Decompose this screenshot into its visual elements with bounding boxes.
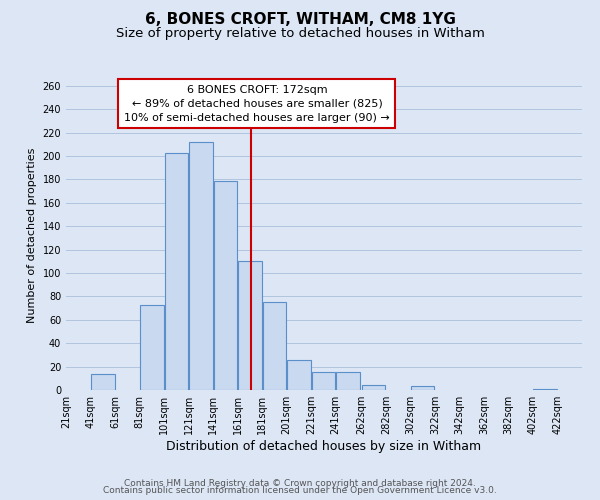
- Bar: [189, 142, 212, 390]
- Bar: [263, 302, 286, 390]
- Y-axis label: Number of detached properties: Number of detached properties: [27, 148, 37, 322]
- Bar: [311, 372, 335, 390]
- Bar: [336, 372, 359, 390]
- Bar: [411, 386, 434, 390]
- Text: Contains public sector information licensed under the Open Government Licence v3: Contains public sector information licen…: [103, 486, 497, 495]
- Bar: [164, 152, 188, 390]
- Bar: [287, 360, 311, 390]
- Text: Size of property relative to detached houses in Witham: Size of property relative to detached ho…: [116, 28, 484, 40]
- Text: Contains HM Land Registry data © Crown copyright and database right 2024.: Contains HM Land Registry data © Crown c…: [124, 478, 476, 488]
- Text: 6 BONES CROFT: 172sqm
← 89% of detached houses are smaller (825)
10% of semi-det: 6 BONES CROFT: 172sqm ← 89% of detached …: [124, 84, 390, 122]
- Bar: [214, 180, 237, 390]
- Bar: [533, 389, 557, 390]
- Bar: [362, 386, 385, 390]
- Bar: [91, 374, 115, 390]
- Bar: [238, 262, 262, 390]
- Bar: [140, 304, 164, 390]
- Text: 6, BONES CROFT, WITHAM, CM8 1YG: 6, BONES CROFT, WITHAM, CM8 1YG: [145, 12, 455, 28]
- X-axis label: Distribution of detached houses by size in Witham: Distribution of detached houses by size …: [166, 440, 482, 453]
